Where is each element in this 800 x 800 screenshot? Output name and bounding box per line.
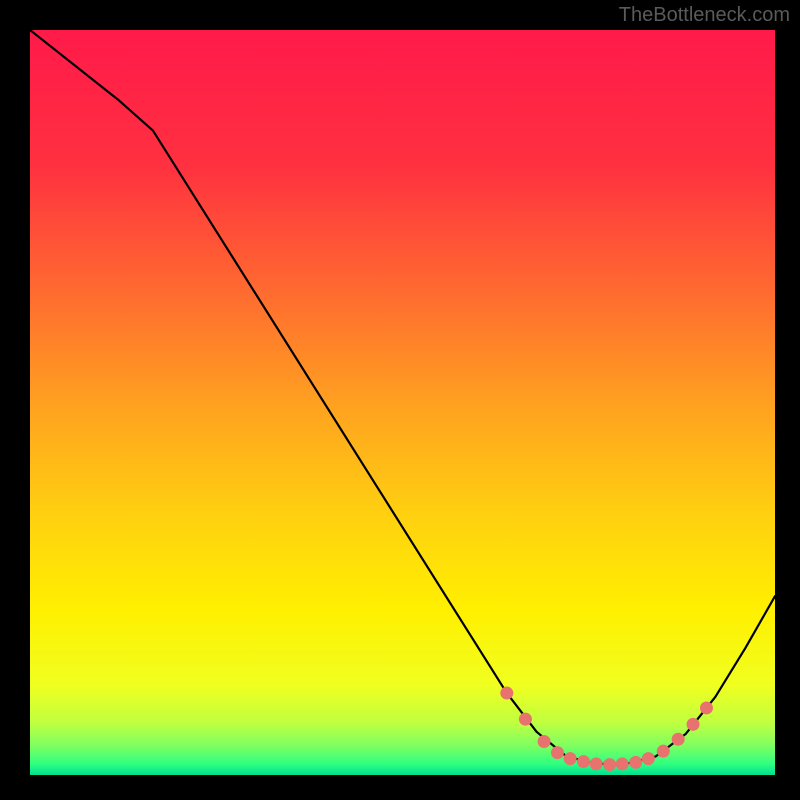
bottleneck-curve	[30, 30, 775, 775]
curve-marker	[642, 752, 655, 765]
curve-marker	[577, 755, 590, 768]
curve-marker	[687, 718, 700, 731]
curve-marker	[500, 687, 513, 700]
curve-marker	[657, 745, 670, 758]
chart-plot-area	[30, 30, 775, 775]
curve-marker	[629, 756, 642, 769]
curve-marker	[672, 733, 685, 746]
curve-marker	[551, 746, 564, 759]
curve-marker	[603, 758, 616, 771]
curve-marker	[590, 757, 603, 770]
curve-marker	[519, 713, 532, 726]
attribution-text: TheBottleneck.com	[619, 4, 790, 27]
curve-marker	[700, 701, 713, 714]
curve-marker	[616, 757, 629, 770]
curve-marker	[538, 735, 551, 748]
curve-marker	[564, 752, 577, 765]
